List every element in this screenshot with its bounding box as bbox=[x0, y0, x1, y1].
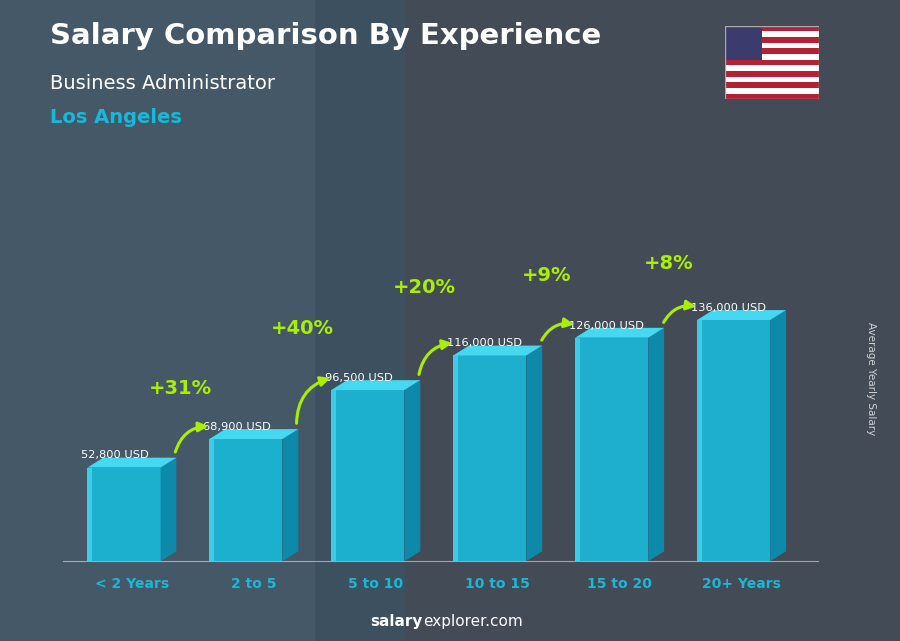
Polygon shape bbox=[210, 429, 298, 439]
Text: +40%: +40% bbox=[271, 319, 334, 338]
Polygon shape bbox=[160, 458, 176, 562]
Bar bbox=[724, 48, 819, 54]
Text: Los Angeles: Los Angeles bbox=[50, 108, 182, 127]
Polygon shape bbox=[331, 390, 404, 562]
Bar bbox=[724, 31, 819, 37]
Bar bbox=[724, 60, 819, 65]
Polygon shape bbox=[648, 328, 664, 562]
Text: 96,500 USD: 96,500 USD bbox=[325, 373, 393, 383]
Text: 2 to 5: 2 to 5 bbox=[231, 577, 276, 591]
Text: +20%: +20% bbox=[393, 278, 456, 297]
Text: Average Yearly Salary: Average Yearly Salary bbox=[866, 322, 877, 435]
Polygon shape bbox=[698, 320, 770, 562]
Polygon shape bbox=[575, 338, 648, 562]
Bar bbox=[724, 54, 819, 60]
Text: Business Administrator: Business Administrator bbox=[50, 74, 274, 93]
Polygon shape bbox=[454, 356, 458, 562]
Polygon shape bbox=[454, 356, 526, 562]
Bar bbox=[724, 71, 819, 77]
Polygon shape bbox=[87, 467, 93, 562]
Bar bbox=[724, 94, 819, 99]
Text: 126,000 USD: 126,000 USD bbox=[569, 320, 643, 331]
Text: 52,800 USD: 52,800 USD bbox=[81, 451, 149, 460]
Polygon shape bbox=[331, 380, 420, 390]
Text: 5 to 10: 5 to 10 bbox=[348, 577, 403, 591]
Bar bbox=[724, 43, 819, 48]
Text: explorer.com: explorer.com bbox=[423, 615, 523, 629]
Text: salary: salary bbox=[371, 615, 423, 629]
Polygon shape bbox=[454, 345, 542, 356]
Polygon shape bbox=[283, 429, 298, 562]
Bar bbox=[724, 37, 819, 43]
Polygon shape bbox=[770, 310, 786, 562]
Polygon shape bbox=[210, 439, 214, 562]
Text: 116,000 USD: 116,000 USD bbox=[447, 338, 522, 349]
Polygon shape bbox=[210, 439, 283, 562]
Text: 136,000 USD: 136,000 USD bbox=[691, 303, 766, 313]
Text: < 2 Years: < 2 Years bbox=[94, 577, 169, 591]
Bar bbox=[724, 26, 819, 31]
Text: Salary Comparison By Experience: Salary Comparison By Experience bbox=[50, 22, 601, 51]
Text: +31%: +31% bbox=[149, 379, 212, 398]
Polygon shape bbox=[698, 320, 702, 562]
Polygon shape bbox=[404, 380, 420, 562]
Polygon shape bbox=[87, 467, 160, 562]
Text: 20+ Years: 20+ Years bbox=[702, 577, 781, 591]
Bar bbox=[724, 88, 819, 94]
Polygon shape bbox=[331, 390, 336, 562]
Text: 68,900 USD: 68,900 USD bbox=[203, 422, 271, 432]
Polygon shape bbox=[526, 345, 542, 562]
Text: +9%: +9% bbox=[522, 266, 572, 285]
Bar bbox=[724, 26, 762, 60]
Bar bbox=[724, 82, 819, 88]
Text: 15 to 20: 15 to 20 bbox=[587, 577, 652, 591]
Bar bbox=[724, 77, 819, 82]
Bar bbox=[405, 0, 900, 641]
Text: +8%: +8% bbox=[644, 254, 693, 273]
Text: 10 to 15: 10 to 15 bbox=[465, 577, 530, 591]
Polygon shape bbox=[575, 338, 580, 562]
Polygon shape bbox=[575, 328, 664, 338]
Polygon shape bbox=[87, 458, 176, 467]
Bar bbox=[0, 0, 315, 641]
Bar bbox=[724, 65, 819, 71]
Polygon shape bbox=[698, 310, 786, 320]
